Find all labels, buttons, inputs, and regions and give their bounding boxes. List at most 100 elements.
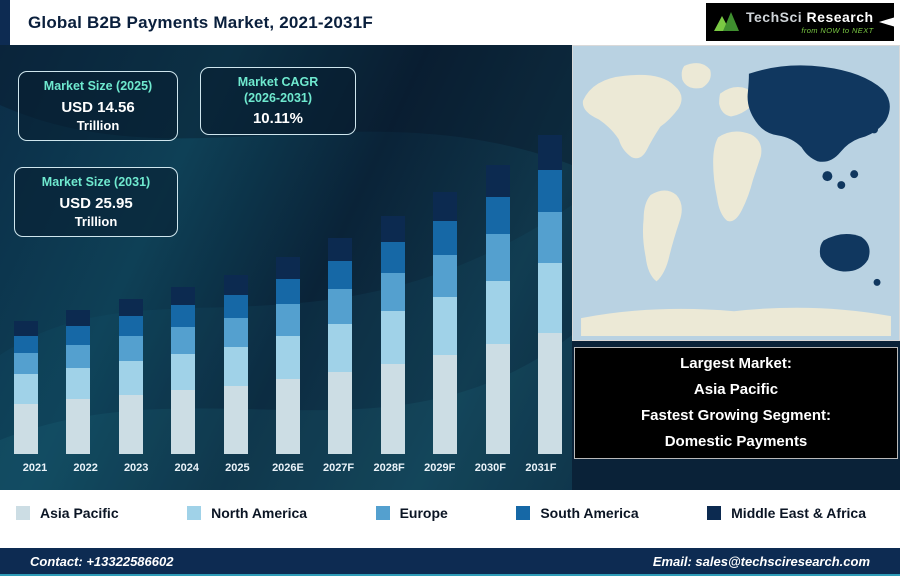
legend-label: Europe <box>399 505 448 521</box>
logo-brand-1: TechSci <box>746 8 803 25</box>
techsci-logo: TechSci Research from NOW to NEXT <box>706 3 894 41</box>
bar-segment <box>328 289 353 325</box>
stat-label: Market Size (2025) <box>43 79 153 93</box>
bar-2023 <box>118 299 143 454</box>
logo-tagline: from NOW to NEXT <box>801 25 874 35</box>
chart-legend: Asia Pacific North America Europe South Ame… <box>0 490 900 536</box>
bar-2022 <box>66 310 91 454</box>
legend-item: North America <box>187 505 307 521</box>
bar-segment <box>223 386 248 454</box>
bar-segment <box>66 310 91 327</box>
right-panel: Largest Market: Asia Pacific Fastest Gro… <box>572 45 900 490</box>
map-japan <box>870 125 879 134</box>
bar-2027F <box>328 237 353 454</box>
bar-segment <box>537 332 562 454</box>
bar-segment <box>380 363 405 454</box>
x-axis-label: 2030F <box>474 462 506 474</box>
bar-segment <box>171 326 196 354</box>
mountain-logo-icon <box>714 11 740 33</box>
bar-2029F <box>433 192 458 454</box>
bar-segment <box>328 261 353 290</box>
legend-label: Middle East & Africa <box>731 505 866 521</box>
map-australia <box>819 233 870 272</box>
legend-swatch-icon <box>375 506 390 520</box>
map-antarctica <box>581 307 891 337</box>
bar-segment <box>537 211 562 263</box>
footer: Contact: +13322586602 Email: sales@techs… <box>0 548 900 576</box>
bar-segment <box>171 286 196 306</box>
map-island <box>837 181 846 190</box>
legend-item: South America <box>516 505 639 521</box>
bar-segment <box>14 321 38 337</box>
map-island <box>850 170 859 179</box>
bar-segment <box>433 254 458 297</box>
x-axis-label: 2022 <box>73 462 98 474</box>
bar-segment <box>537 262 562 333</box>
stat-label: Market Size (2031) <box>41 175 151 189</box>
stat-unit: Trillion <box>76 117 120 133</box>
chart-zone: Market Size (2025) USD 14.56 Trillion Ma… <box>0 45 572 490</box>
callout-line: Largest Market: <box>680 355 792 372</box>
logo-text: TechSci Research from NOW to NEXT <box>746 10 874 35</box>
x-axis-labels: 2021 2022 2023 2024 2025 2026E 2027F 2028F 2029F… <box>14 462 562 478</box>
bar-segment <box>66 399 91 454</box>
bar-segment <box>328 324 353 372</box>
bar-segment <box>433 354 458 454</box>
stat-value: USD 14.56 <box>61 98 135 116</box>
stat-value: USD 25.95 <box>59 194 133 212</box>
stat-label: Market CAGR <box>237 75 319 89</box>
footer-contact: Contact: +13322586602 <box>30 553 174 569</box>
map-south-america <box>642 190 682 282</box>
legend-item: Europe <box>375 505 448 521</box>
bar-segment <box>485 280 510 345</box>
bar-segment <box>66 367 91 400</box>
legend-swatch-icon <box>16 506 30 520</box>
bar-2028F <box>380 216 405 454</box>
bar-segment <box>171 305 196 327</box>
bar-segment <box>380 216 405 243</box>
bar-segment <box>380 311 405 364</box>
x-axis-label: 2031F <box>525 462 557 474</box>
bar-segment <box>14 403 38 454</box>
x-axis-label: 2023 <box>123 462 149 474</box>
bar-segment <box>118 361 143 396</box>
callout-line: Fastest Growing Segment: <box>640 407 832 424</box>
page-title: Global B2B Payments Market, 2021-2031F <box>28 12 373 32</box>
legend-label: North America <box>211 505 308 521</box>
bar-segment <box>66 344 91 368</box>
bar-segment <box>118 336 143 362</box>
header: Global B2B Payments Market, 2021-2031F T… <box>0 0 900 45</box>
stat-unit: Trillion <box>74 213 118 229</box>
footer-gap <box>0 536 900 548</box>
stacked-bar-chart <box>14 124 562 454</box>
bar-segment <box>537 169 562 212</box>
bar-segment <box>118 299 143 317</box>
bar-segment <box>485 165 510 197</box>
bar-segment <box>485 196 510 235</box>
map-new-zealand <box>873 278 881 286</box>
bar-segment <box>328 371 353 454</box>
bar-segment <box>118 316 143 337</box>
legend-swatch-icon <box>516 506 531 520</box>
bar-segment <box>66 326 91 345</box>
legend-swatch-icon <box>707 506 722 520</box>
market-callout: Largest Market: Asia Pacific Fastest Gro… <box>574 347 898 459</box>
legend-item: Middle East & Africa <box>707 505 866 521</box>
bar-segment <box>275 278 300 305</box>
bar-segment <box>223 274 248 295</box>
callout-line: Asia Pacific <box>693 381 779 398</box>
legend-item: Asia Pacific <box>16 505 119 521</box>
x-axis-label: 2027F <box>322 462 355 474</box>
bar-segment <box>433 296 458 355</box>
bar-segment <box>275 335 300 380</box>
bar-segment <box>223 294 248 318</box>
callout-line: Domestic Payments <box>664 433 808 450</box>
stat-box-market-cagr: Market CAGR (2026-2031) 10.11% <box>200 67 356 136</box>
map-africa <box>713 131 762 222</box>
bar-segment <box>223 317 248 347</box>
map-asia <box>747 65 890 162</box>
x-axis-label: 2024 <box>174 462 200 474</box>
footer-email: Email: sales@techsciresearch.com <box>652 553 870 569</box>
stat-box-market-size-2031: Market Size (2031) USD 25.95 Trillion <box>14 167 178 237</box>
bar-segment <box>275 379 300 454</box>
